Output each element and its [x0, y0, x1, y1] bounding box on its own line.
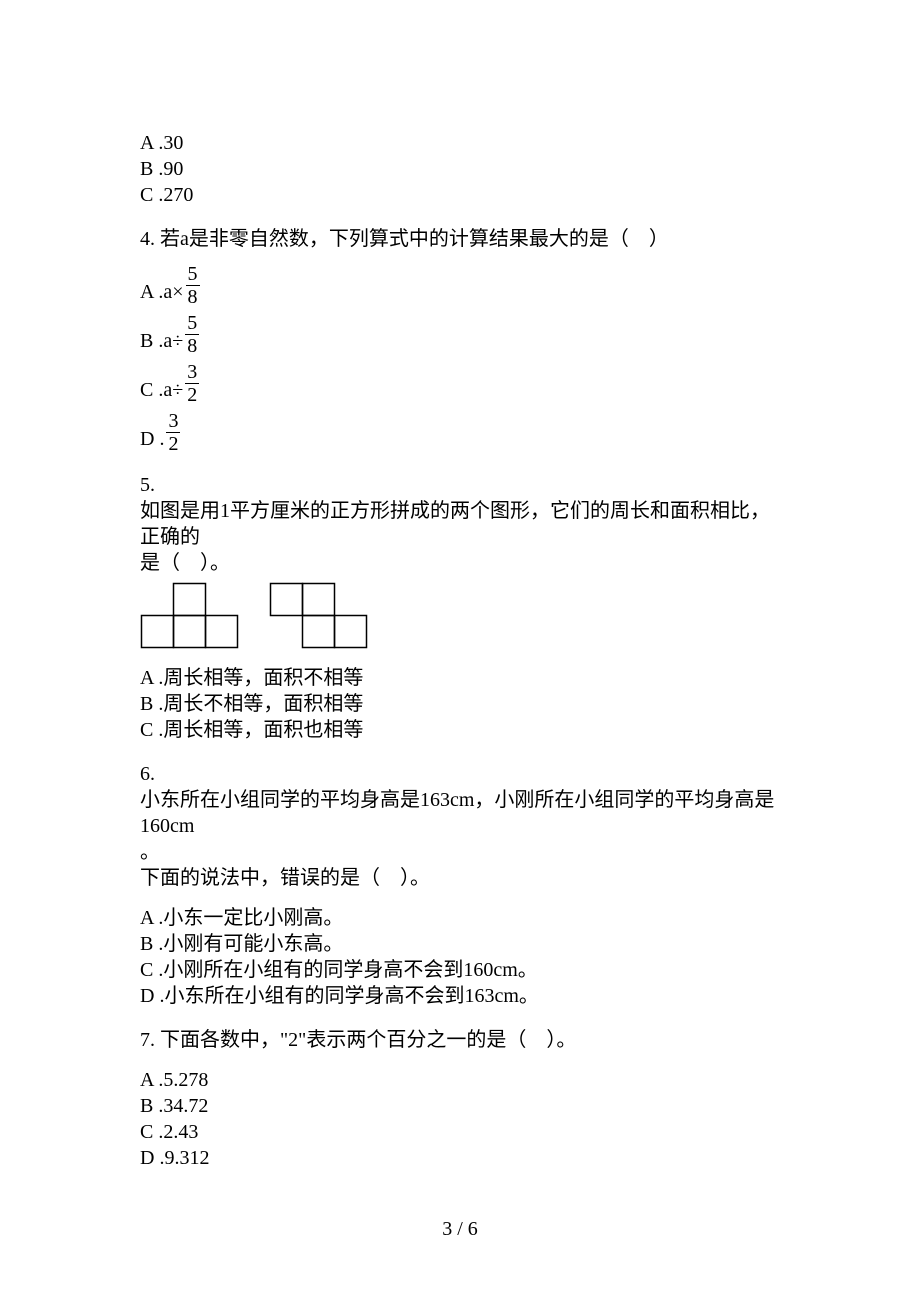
q4-optB-fraction: 5 8 — [185, 313, 199, 356]
q4-optB-den: 8 — [185, 335, 199, 356]
q7-stem: 7. 下面各数中，"2"表示两个百分之一的是（ ）。 — [140, 1027, 785, 1053]
q6-stem-line1: 小东所在小组同学的平均身高是163cm，小刚所在小组同学的平均身高是160cm — [140, 787, 785, 839]
q4-optB-num: 5 — [185, 313, 199, 335]
page-number: 3 / 6 — [0, 1216, 920, 1242]
q5-number: 5. — [140, 472, 785, 498]
q6-option-b: B .小刚有可能小东高。 — [140, 931, 785, 957]
q6: 6. 小东所在小组同学的平均身高是163cm，小刚所在小组同学的平均身高是160… — [140, 761, 785, 1009]
q4-optA-fraction: 5 8 — [186, 264, 200, 307]
q4-option-d: D . 3 2 — [140, 406, 785, 454]
q6-stem-line3: 下面的说法中，错误的是（ ）。 — [140, 865, 785, 891]
q5-option-c: C .周长相等，面积也相等 — [140, 717, 785, 743]
q7-option-c: C .2.43 — [140, 1119, 785, 1145]
q6-stem-line2: 。 — [140, 839, 785, 865]
q6-option-c: C .小刚所在小组有的同学身高不会到160cm。 — [140, 957, 785, 983]
q4-optC-label: C .a÷ — [140, 377, 183, 405]
q4-optA-label: A .a× — [140, 279, 184, 307]
q6-option-a: A .小东一定比小刚高。 — [140, 905, 785, 931]
q6-number: 6. — [140, 761, 785, 787]
q4-optC-num: 3 — [185, 362, 199, 384]
q5-stem-line1: 如图是用1平方厘米的正方形拼成的两个图形，它们的周长和面积相比，正确的 — [140, 498, 785, 550]
q4-optD-den: 2 — [166, 433, 180, 454]
q4-stem: 4. 若a是非零自然数，下列算式中的计算结果最大的是（ ） — [140, 226, 785, 252]
q5-figure-b — [269, 582, 368, 649]
q7: 7. 下面各数中，"2"表示两个百分之一的是（ ）。 A .5.278 B .3… — [140, 1027, 785, 1171]
q4-optD-fraction: 3 2 — [166, 411, 180, 454]
q4-option-a: A .a× 5 8 — [140, 259, 785, 307]
q3-option-b: B .90 — [140, 156, 785, 182]
q4-optD-label: D . — [140, 426, 164, 454]
q7-option-b: B .34.72 — [140, 1093, 785, 1119]
q4-optA-den: 8 — [186, 286, 200, 307]
q5-figure-a — [140, 582, 239, 649]
q4-optB-label: B .a÷ — [140, 328, 183, 356]
page: A .30 B .90 C .270 4. 若a是非零自然数，下列算式中的计算结… — [0, 0, 920, 1302]
q3-option-c: C .270 — [140, 182, 785, 208]
q5-option-b: B .周长不相等，面积相等 — [140, 691, 785, 717]
q5-figure-row — [140, 582, 785, 649]
q5-stem-line2: 是（ ）。 — [140, 550, 785, 576]
q4-optA-num: 5 — [186, 264, 200, 286]
q5: 5. 如图是用1平方厘米的正方形拼成的两个图形，它们的周长和面积相比，正确的 是… — [140, 472, 785, 743]
q4-option-b: B .a÷ 5 8 — [140, 308, 785, 356]
q4: 4. 若a是非零自然数，下列算式中的计算结果最大的是（ ） A .a× 5 8 … — [140, 226, 785, 454]
q5-option-a: A .周长相等，面积不相等 — [140, 665, 785, 691]
q4-optC-den: 2 — [185, 384, 199, 405]
q7-option-a: A .5.278 — [140, 1067, 785, 1093]
q6-option-d: D .小东所在小组有的同学身高不会到163cm。 — [140, 983, 785, 1009]
q4-optC-fraction: 3 2 — [185, 362, 199, 405]
q4-optD-num: 3 — [166, 411, 180, 433]
q3-options: A .30 B .90 C .270 — [140, 130, 785, 208]
q3-option-a: A .30 — [140, 130, 785, 156]
q4-option-c: C .a÷ 3 2 — [140, 357, 785, 405]
q7-option-d: D .9.312 — [140, 1145, 785, 1171]
